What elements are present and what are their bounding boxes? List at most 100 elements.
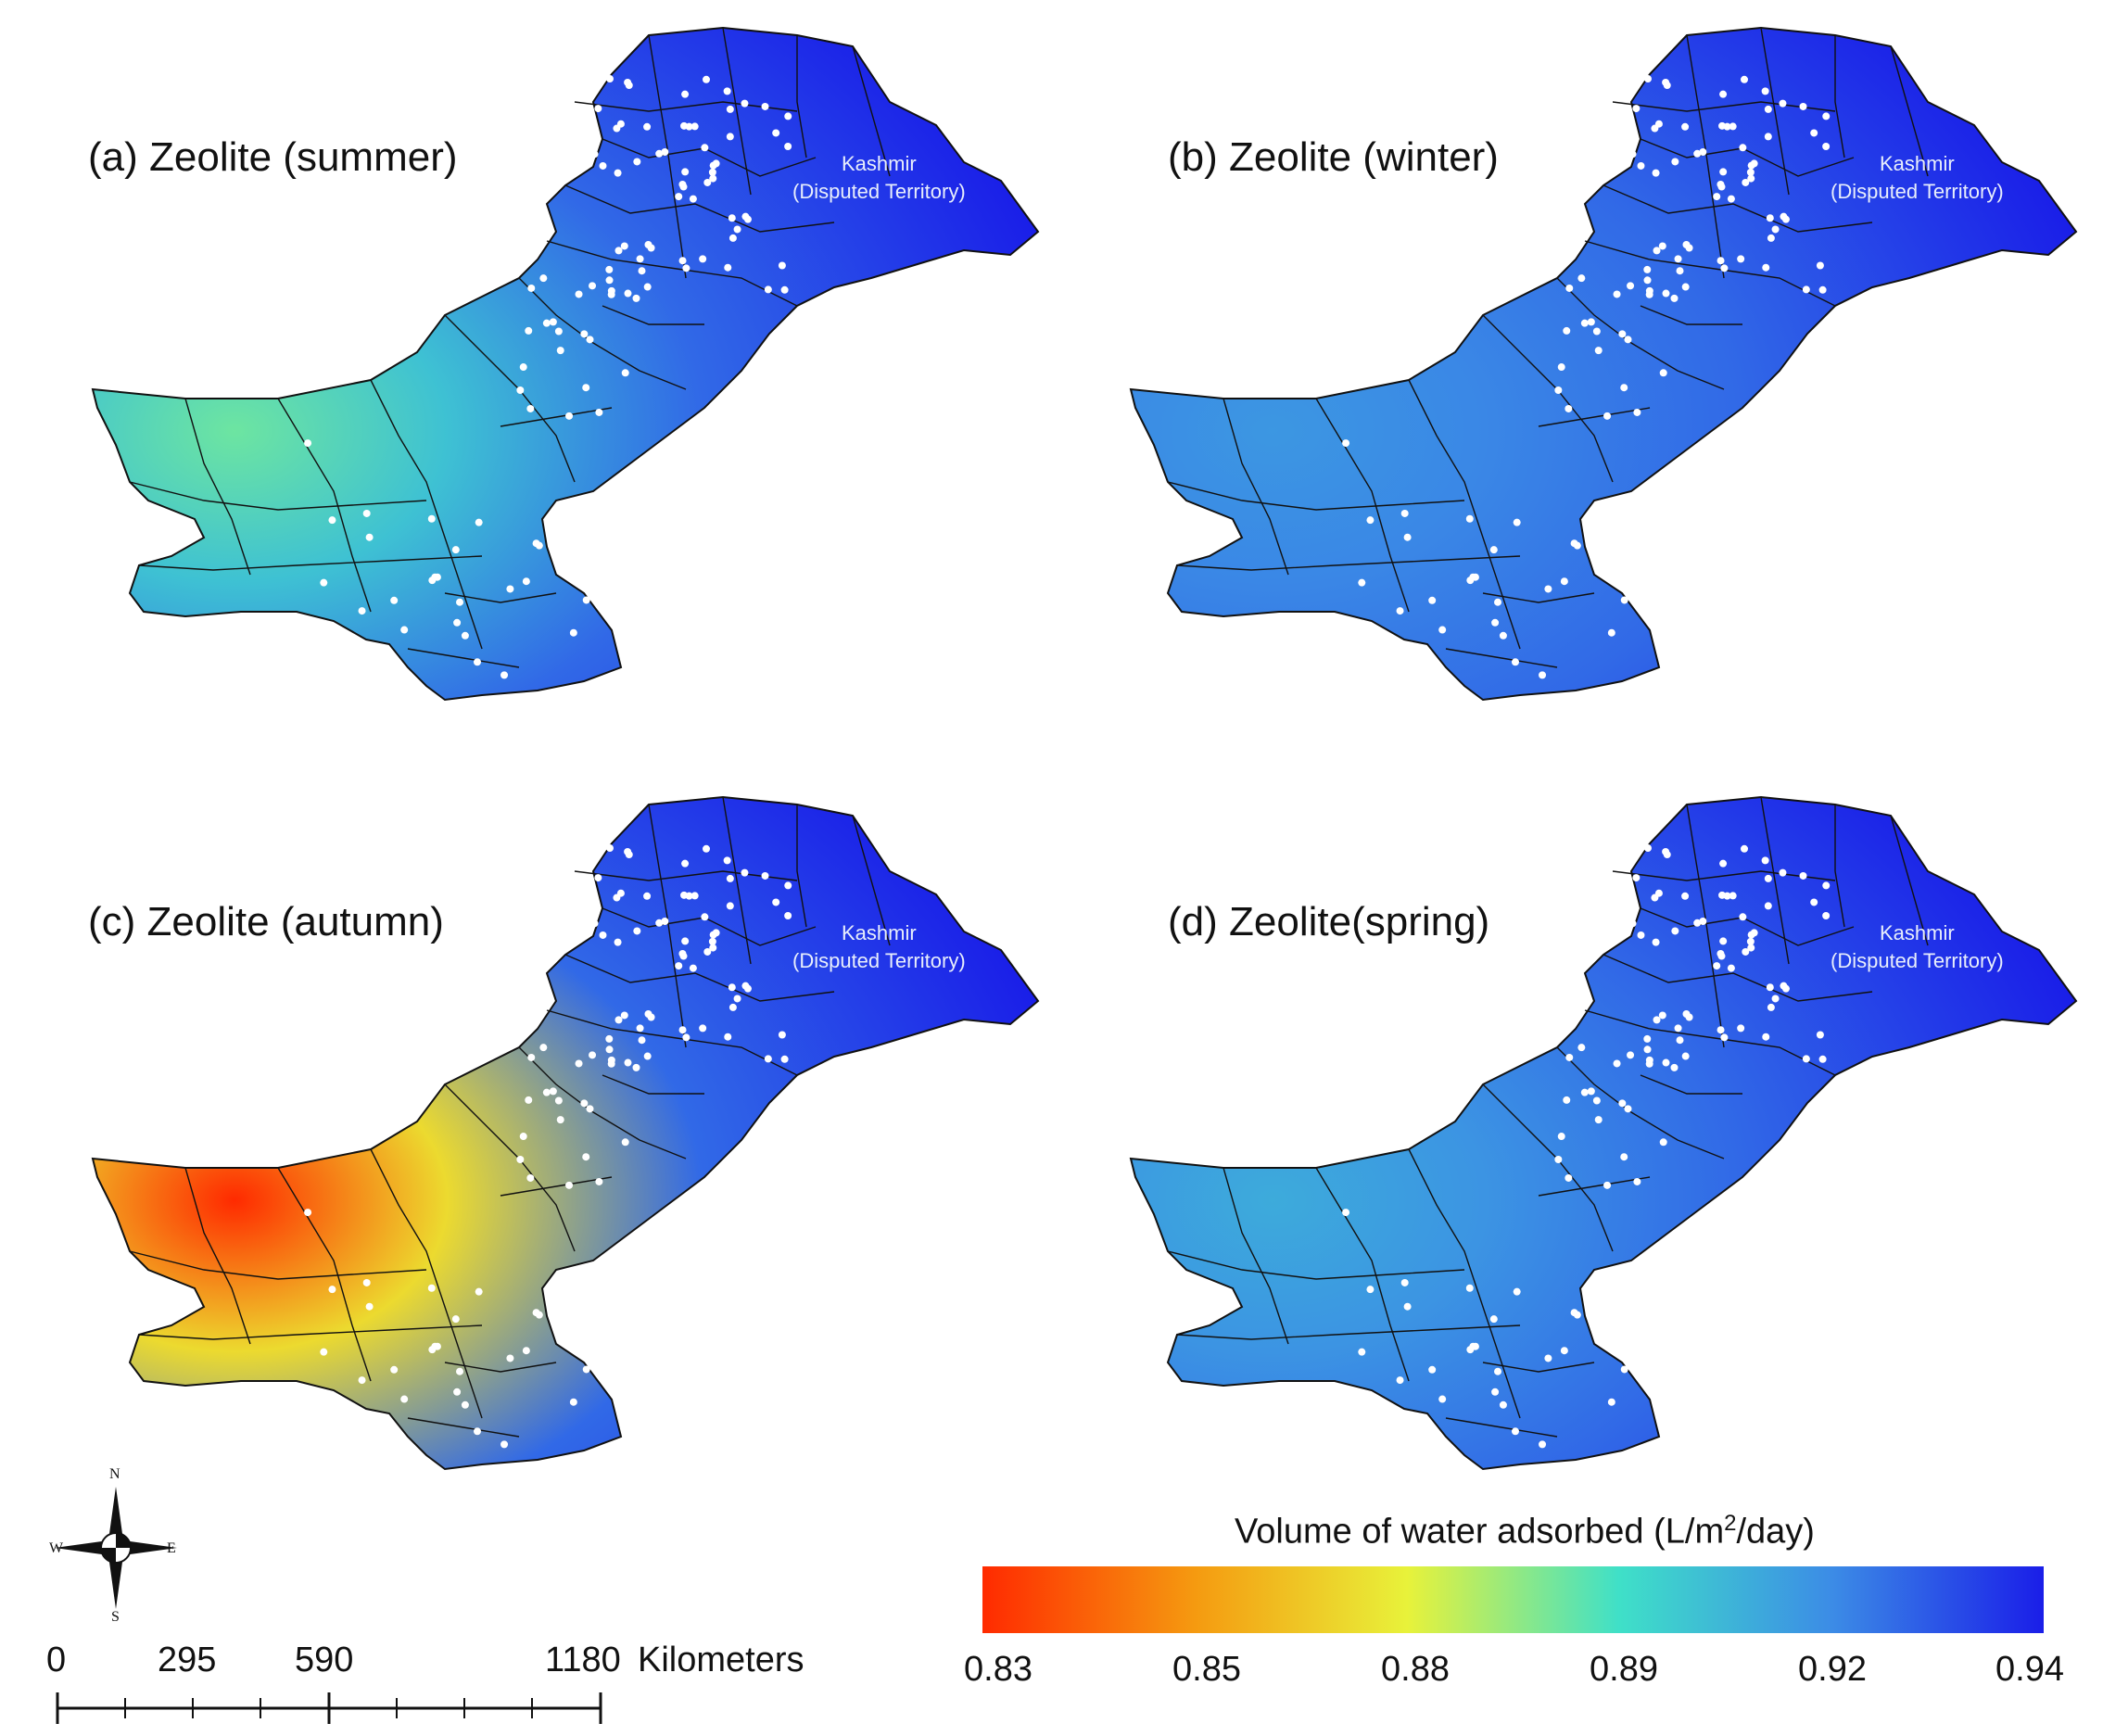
station-point-29 xyxy=(728,983,736,992)
station-point-99 xyxy=(535,1311,543,1319)
station-point-35 xyxy=(1779,868,1787,877)
scale-label-0: 0 xyxy=(46,1641,67,1679)
district-boundary-14 xyxy=(1612,101,1836,112)
station-point-35 xyxy=(1779,99,1787,108)
station-point-76 xyxy=(1580,319,1589,327)
station-point-59 xyxy=(761,871,769,880)
station-point-8 xyxy=(1764,105,1772,113)
station-point-16 xyxy=(624,289,632,298)
compass-rose-icon xyxy=(55,1487,177,1609)
station-point-93 xyxy=(390,596,399,604)
station-point-6 xyxy=(723,87,731,95)
station-point-105 xyxy=(461,631,469,640)
station-point-26 xyxy=(616,120,625,128)
district-boundary-15 xyxy=(1640,1074,1742,1095)
station-point-107 xyxy=(1560,1347,1568,1355)
station-point-91 xyxy=(1489,546,1498,554)
station-point-6 xyxy=(723,856,731,865)
station-point-57 xyxy=(1643,844,1652,853)
station-point-72 xyxy=(1659,1138,1667,1147)
station-point-24 xyxy=(712,929,720,937)
station-point-22 xyxy=(638,1036,646,1045)
district-boundary-14 xyxy=(1612,870,1836,881)
compass-s: S xyxy=(111,1609,120,1625)
station-point-73 xyxy=(554,1096,563,1105)
station-point-50 xyxy=(1653,1016,1661,1024)
station-point-54 xyxy=(724,263,732,272)
station-point-104 xyxy=(1491,618,1500,627)
station-point-99 xyxy=(1573,1311,1581,1319)
station-point-99 xyxy=(1573,541,1581,550)
station-point-82 xyxy=(365,1302,374,1311)
pakistan-map xyxy=(91,795,1040,1471)
station-point-18 xyxy=(701,144,709,152)
station-point-99 xyxy=(535,541,543,550)
station-point-89 xyxy=(358,607,366,615)
station-point-81 xyxy=(215,622,223,630)
district-boundary-3 xyxy=(518,277,687,390)
station-point-43 xyxy=(728,1003,737,1011)
station-point-61 xyxy=(556,1116,564,1124)
station-point-23 xyxy=(1723,122,1731,131)
station-point-32 xyxy=(1717,257,1725,265)
district-boundary-5 xyxy=(370,1148,483,1419)
station-point-9 xyxy=(703,947,712,956)
station-point-20 xyxy=(1699,918,1707,926)
station-point-77 xyxy=(519,1133,527,1141)
station-point-105 xyxy=(1499,1400,1507,1409)
station-point-40 xyxy=(1740,75,1748,83)
district-boundary-1 xyxy=(564,184,835,233)
district-boundary-9 xyxy=(138,555,483,571)
compass-n: N xyxy=(109,1466,120,1482)
station-point-49 xyxy=(1747,944,1755,952)
station-point-68 xyxy=(586,336,594,344)
district-boundary-12 xyxy=(1834,35,1845,158)
station-point-69 xyxy=(516,1156,525,1164)
kashmir-name: Kashmir xyxy=(841,152,917,175)
station-point-81 xyxy=(1253,622,1261,630)
station-point-51 xyxy=(1810,898,1818,906)
station-point-37 xyxy=(1802,1055,1810,1063)
station-point-20 xyxy=(661,148,669,157)
station-point-55 xyxy=(1674,255,1682,263)
station-point-106 xyxy=(473,1427,481,1436)
district-boundary-10 xyxy=(1686,34,1725,279)
station-point-72 xyxy=(1659,369,1667,377)
station-point-79 xyxy=(595,1177,603,1185)
station-point-91 xyxy=(451,1315,460,1324)
station-point-41 xyxy=(655,919,664,927)
station-point-35 xyxy=(741,868,749,877)
station-point-90 xyxy=(1342,439,1350,448)
scale-line xyxy=(56,1692,602,1724)
station-point-30 xyxy=(1822,911,1831,919)
station-point-65 xyxy=(539,274,548,283)
station-point-3 xyxy=(1643,265,1652,273)
kashmir-label: Kashmir (Disputed Territory) xyxy=(1831,150,2004,206)
station-point-88 xyxy=(333,642,341,651)
station-point-32 xyxy=(678,257,687,265)
station-point-82 xyxy=(365,533,374,541)
district-boundary-1 xyxy=(1603,954,1873,1002)
station-point-62 xyxy=(1563,326,1571,335)
station-point-107 xyxy=(1560,577,1568,586)
station-point-95 xyxy=(1607,1398,1615,1406)
station-point-57 xyxy=(1643,75,1652,83)
station-point-49 xyxy=(709,944,717,952)
station-point-75 xyxy=(1565,284,1574,292)
station-point-51 xyxy=(772,129,780,137)
station-point-60 xyxy=(1627,282,1635,290)
district-boundary-11 xyxy=(1760,796,1790,965)
country-outline xyxy=(91,26,1040,702)
station-point-8 xyxy=(1764,874,1772,882)
station-point-69 xyxy=(516,386,525,395)
station-point-70 xyxy=(1620,1153,1628,1161)
station-point-70 xyxy=(582,384,590,392)
map-panel-summer: (a) Zeolite (summer) Kashmir (Disputed T… xyxy=(0,0,1051,797)
station-point-45 xyxy=(590,919,599,928)
station-point-75 xyxy=(1565,1053,1574,1061)
station-point-87 xyxy=(1438,1395,1447,1403)
station-point-44 xyxy=(643,1052,652,1060)
station-point-3 xyxy=(1643,1034,1652,1043)
legend-tick-5: 0.94 xyxy=(1995,1650,2064,1689)
station-point-41 xyxy=(1693,149,1702,158)
